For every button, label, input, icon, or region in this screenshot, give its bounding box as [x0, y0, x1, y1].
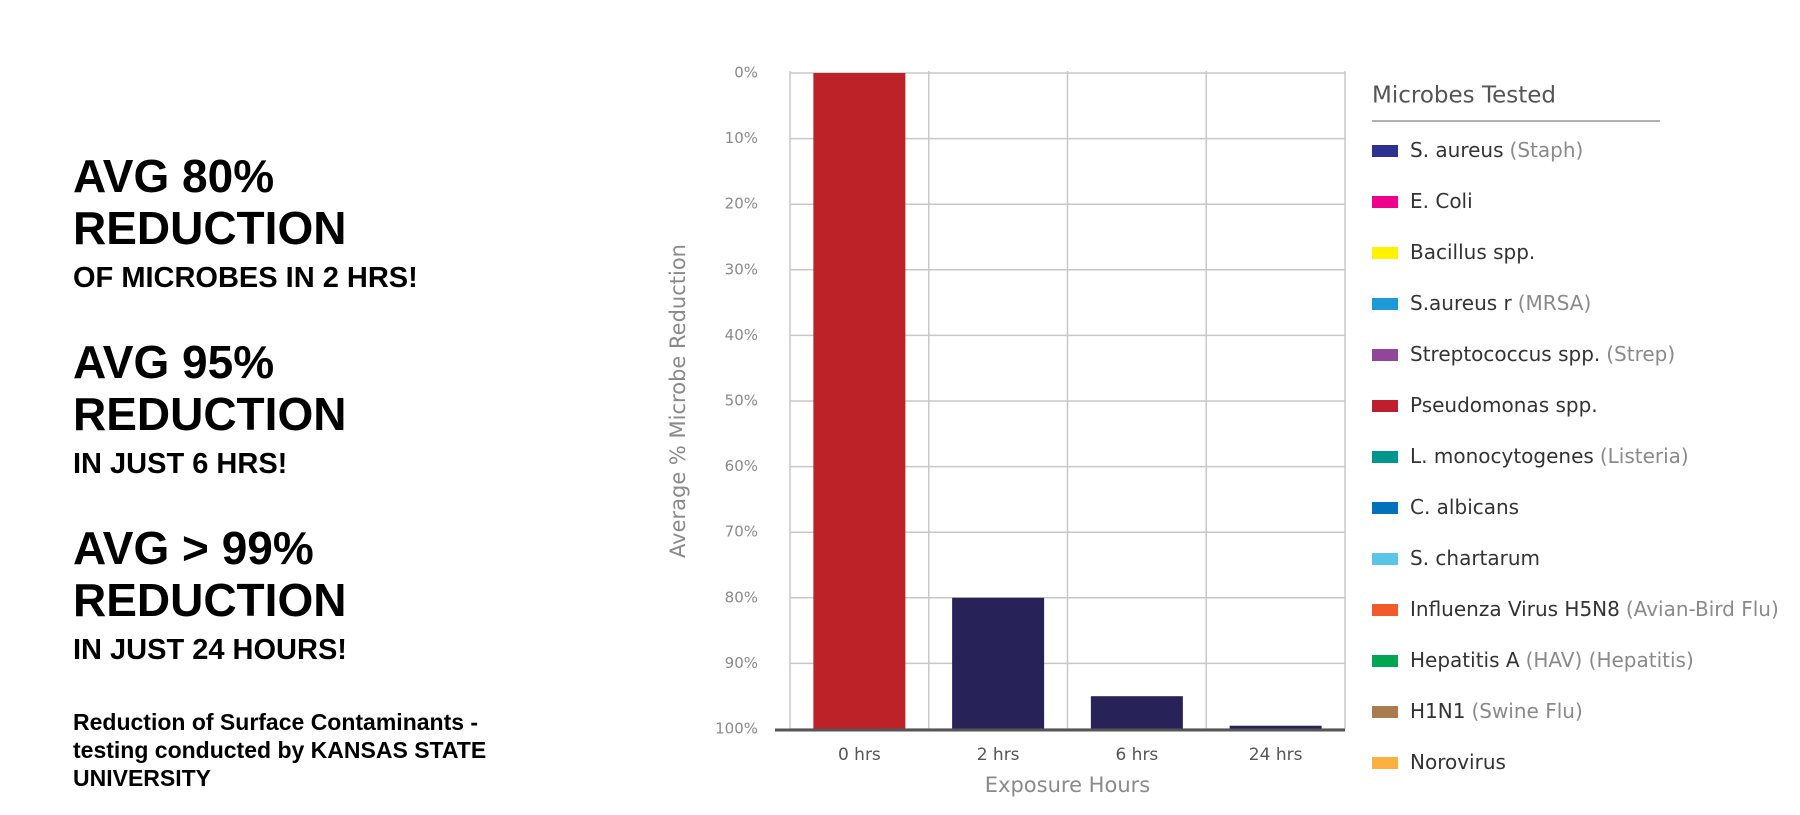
y-tick-label: 20%: [725, 195, 758, 213]
legend-label: S.aureus r (MRSA): [1410, 291, 1591, 315]
y-tick-label: 40%: [725, 326, 758, 344]
legend-swatch: [1372, 298, 1398, 310]
legend-swatch: [1372, 196, 1398, 208]
legend-name: Streptococcus spp.: [1410, 342, 1600, 366]
legend-name: L. monocytogenes: [1410, 444, 1594, 468]
headlines: AVG 80% REDUCTION OF MICROBES IN 2 HRS! AVG…: [73, 150, 573, 708]
legend-swatch: [1372, 400, 1398, 412]
legend-label: C. albicans: [1410, 495, 1519, 519]
headline-main: REDUCTION: [73, 574, 347, 626]
bar: [813, 73, 906, 729]
legend-name: Bacillus spp.: [1410, 240, 1535, 264]
legend-label: Pseudomonas spp.: [1410, 393, 1598, 417]
legend-note: (Listeria): [1600, 444, 1689, 468]
legend-name: C. albicans: [1410, 495, 1519, 519]
legend-swatch: [1372, 145, 1398, 157]
legend-label: H1N1 (Swine Flu): [1410, 699, 1583, 723]
x-tick-label: 0 hrs: [838, 745, 881, 765]
legend-label: Streptococcus spp. (Strep): [1410, 342, 1675, 366]
legend-title: Microbes Tested: [1372, 83, 1556, 109]
legend-swatch: [1372, 655, 1398, 667]
x-tick-label: 2 hrs: [977, 745, 1020, 765]
legend-name: S. aureus: [1410, 138, 1504, 162]
headline-sub: IN JUST 6 HRS!: [73, 448, 288, 480]
legend-name: Norovirus: [1410, 750, 1506, 774]
legend-name: Hepatitis A: [1410, 648, 1520, 672]
legend-name: S.aureus r: [1410, 291, 1513, 315]
bar: [1229, 725, 1322, 729]
y-tick-label: 30%: [725, 260, 758, 278]
y-tick-label: 10%: [725, 129, 758, 147]
legend-note: (Avian-Bird Flu): [1626, 597, 1779, 621]
headline-sub: IN JUST 24 HOURS!: [73, 634, 347, 666]
legend-swatch: [1372, 247, 1398, 259]
legend-label: Influenza Virus H5N8 (Avian-Bird Flu): [1410, 597, 1779, 621]
y-axis-title: Average % Microbe Reduction: [666, 244, 690, 558]
legend-label: L. monocytogenes (Listeria): [1410, 444, 1689, 468]
legend-name: H1N1: [1410, 699, 1465, 723]
headline: AVG > 99% REDUCTION IN JUST 24 HOURS!: [73, 522, 573, 670]
headline-main: AVG 80%: [73, 150, 275, 202]
y-tick-label: 90%: [725, 654, 758, 672]
legend-label: Hepatitis A (HAV) (Hepatitis): [1410, 648, 1694, 672]
y-tick-label: 80%: [725, 588, 758, 606]
y-tick-label: 100%: [715, 720, 758, 738]
legend-swatch: [1372, 706, 1398, 718]
legend-swatch: [1372, 553, 1398, 565]
legend-label: S. chartarum: [1410, 546, 1540, 570]
x-tick-label: 6 hrs: [1115, 745, 1158, 765]
legend-note: (MRSA): [1518, 291, 1592, 315]
headline-main: AVG > 99%: [73, 522, 314, 574]
y-tick-label: 0%: [734, 64, 758, 82]
legend-note: (Strep): [1606, 342, 1675, 366]
legend-name: E. Coli: [1410, 189, 1473, 213]
y-tick-label: 70%: [725, 523, 758, 541]
legend-label: Bacillus spp.: [1410, 240, 1535, 264]
y-tick-label: 60%: [725, 457, 758, 475]
x-axis-title: Exposure Hours: [985, 773, 1150, 797]
headline-main: REDUCTION: [73, 388, 347, 440]
legend-swatch: [1372, 502, 1398, 514]
legend-swatch: [1372, 604, 1398, 616]
legend-swatch: [1372, 757, 1398, 769]
legend-label: E. Coli: [1410, 189, 1473, 213]
headline: AVG 95% REDUCTION IN JUST 6 HRS!: [73, 336, 573, 484]
legend-name: Influenza Virus H5N8: [1410, 597, 1620, 621]
legend-note: (Staph): [1510, 138, 1584, 162]
legend-name: S. chartarum: [1410, 546, 1540, 570]
bar: [1090, 696, 1183, 729]
headline: AVG 80% REDUCTION OF MICROBES IN 2 HRS!: [73, 150, 573, 298]
x-tick-label: 24 hrs: [1249, 745, 1303, 765]
bar: [952, 597, 1045, 729]
legend-note: (HAV) (Hepatitis): [1526, 648, 1694, 672]
legend-label: Norovirus: [1410, 750, 1506, 774]
legend-name: Pseudomonas spp.: [1410, 393, 1598, 417]
legend-note: (Swine Flu): [1471, 699, 1582, 723]
headline-main: AVG 95%: [73, 336, 275, 388]
legend-swatch: [1372, 349, 1398, 361]
y-tick-label: 50%: [725, 392, 758, 410]
footnote: Reduction of Surface Contaminants - test…: [73, 709, 487, 791]
legend-swatch: [1372, 451, 1398, 463]
legend-label: S. aureus (Staph): [1410, 138, 1583, 162]
headline-main: REDUCTION: [73, 202, 347, 254]
headline-sub: OF MICROBES IN 2 HRS!: [73, 262, 418, 294]
